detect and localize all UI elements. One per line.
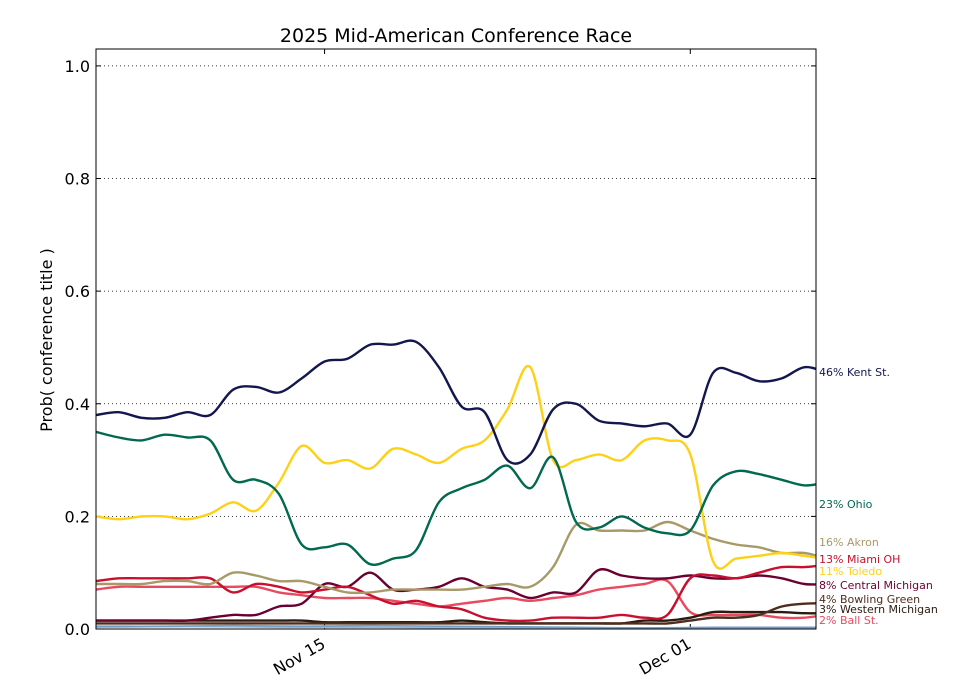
series-lines	[96, 339, 816, 629]
x-tick-label: Dec 01	[636, 634, 694, 679]
end-label-ohio: 23% Ohio	[819, 498, 873, 511]
series-line-akron	[96, 520, 816, 595]
series-line-miami-oh	[96, 564, 816, 623]
y-axis-label: Prob( conference title )	[37, 248, 56, 432]
chart-title: 2025 Mid-American Conference Race	[280, 25, 632, 47]
y-tick-label: 0.2	[65, 507, 90, 526]
end-label-ball-st: 2% Ball St.	[819, 614, 879, 627]
series-line-ohio	[96, 430, 816, 566]
end-label-kent-st: 46% Kent St.	[819, 366, 890, 379]
end-label-toledo: 11% Toledo	[819, 565, 882, 578]
end-label-central-michigan: 8% Central Michigan	[819, 579, 933, 592]
y-tick-label: 0.0	[65, 620, 90, 639]
y-ticks: 0.0 0.2 0.4 0.6 0.8 1.0	[65, 57, 816, 639]
y-tick-label: 0.4	[65, 395, 90, 414]
y-tick-label: 1.0	[65, 57, 90, 76]
series-line-toledo	[96, 364, 816, 570]
end-label-bowling-green: 4% Bowling Green	[819, 593, 920, 606]
y-tick-label: 0.6	[65, 282, 90, 301]
end-label-akron: 16% Akron	[819, 536, 879, 549]
grid	[96, 65, 816, 517]
plot-frame	[95, 48, 817, 630]
end-label-western-michigan: 3% Western Michigan	[819, 603, 938, 616]
series-line-kent-st	[96, 339, 816, 465]
x-tick-label: Nov 15	[270, 634, 329, 679]
series-line-ball-st	[96, 578, 816, 620]
series-line-minor-team	[96, 624, 816, 629]
series-line-bowling-green	[96, 602, 816, 625]
y-tick-label: 0.8	[65, 170, 90, 189]
end-label-miami-oh: 13% Miami OH	[819, 553, 900, 566]
